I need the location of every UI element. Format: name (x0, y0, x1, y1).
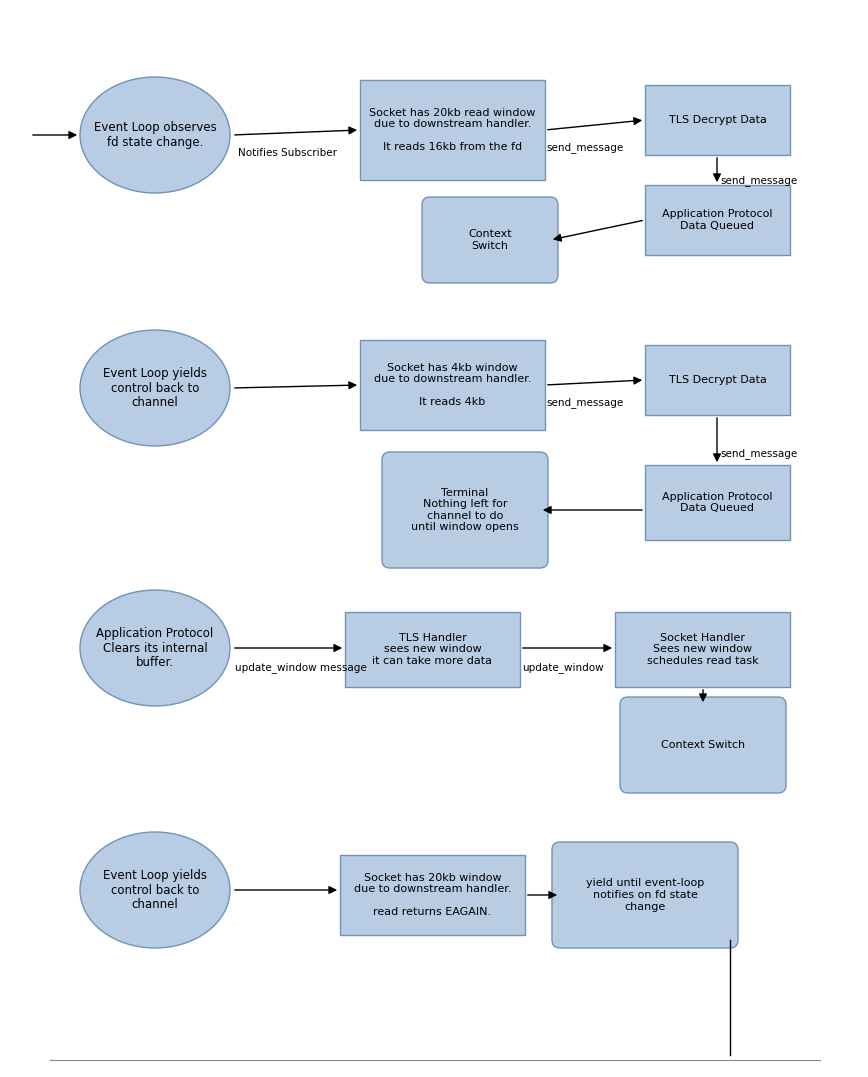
FancyBboxPatch shape (645, 85, 790, 155)
Text: Event Loop yields
control back to
channel: Event Loop yields control back to channe… (103, 868, 207, 911)
Text: TLS Decrypt Data: TLS Decrypt Data (668, 115, 766, 125)
Text: Notifies Subscriber: Notifies Subscriber (238, 148, 337, 158)
FancyBboxPatch shape (645, 345, 790, 415)
Text: send_message: send_message (720, 448, 797, 459)
Text: Application Protocol
Clears its internal
buffer.: Application Protocol Clears its internal… (96, 627, 214, 670)
Ellipse shape (80, 76, 230, 193)
Text: Context Switch: Context Switch (661, 740, 745, 750)
Text: Event Loop yields
control back to
channel: Event Loop yields control back to channe… (103, 366, 207, 409)
FancyBboxPatch shape (552, 842, 738, 948)
Text: send_message: send_message (546, 142, 623, 153)
Text: update_window: update_window (522, 662, 603, 673)
Text: Application Protocol
Data Queued: Application Protocol Data Queued (662, 209, 773, 230)
FancyBboxPatch shape (615, 612, 790, 687)
Ellipse shape (80, 833, 230, 948)
Text: Context
Switch: Context Switch (468, 229, 512, 251)
Text: Application Protocol
Data Queued: Application Protocol Data Queued (662, 492, 773, 514)
FancyBboxPatch shape (382, 452, 548, 568)
Text: Socket has 20kb window
due to downstream handler.

read returns EAGAIN.: Socket has 20kb window due to downstream… (354, 872, 511, 918)
Text: yield until event-loop
notifies on fd state
change: yield until event-loop notifies on fd st… (586, 879, 704, 911)
FancyBboxPatch shape (645, 185, 790, 255)
Ellipse shape (80, 330, 230, 446)
FancyBboxPatch shape (345, 612, 520, 687)
FancyBboxPatch shape (360, 340, 545, 430)
FancyBboxPatch shape (360, 80, 545, 180)
Text: Socket Handler
Sees new window
schedules read task: Socket Handler Sees new window schedules… (647, 633, 759, 666)
FancyBboxPatch shape (620, 697, 786, 793)
FancyBboxPatch shape (645, 465, 790, 540)
Text: Socket has 4kb window
due to downstream handler.

It reads 4kb: Socket has 4kb window due to downstream … (374, 363, 531, 407)
Text: Event Loop observes
fd state change.: Event Loop observes fd state change. (94, 121, 216, 149)
FancyBboxPatch shape (340, 855, 525, 935)
Text: Socket has 20kb read window
due to downstream handler.

It reads 16kb from the f: Socket has 20kb read window due to downs… (369, 108, 536, 153)
Text: Terminal
Nothing left for
channel to do
until window opens: Terminal Nothing left for channel to do … (411, 488, 519, 532)
Text: TLS Handler
sees new window
it can take more data: TLS Handler sees new window it can take … (372, 633, 492, 666)
Text: TLS Decrypt Data: TLS Decrypt Data (668, 375, 766, 384)
Text: send_message: send_message (546, 397, 623, 408)
FancyBboxPatch shape (422, 197, 558, 283)
Text: send_message: send_message (720, 174, 797, 186)
Ellipse shape (80, 590, 230, 707)
Text: update_window message: update_window message (235, 662, 367, 673)
